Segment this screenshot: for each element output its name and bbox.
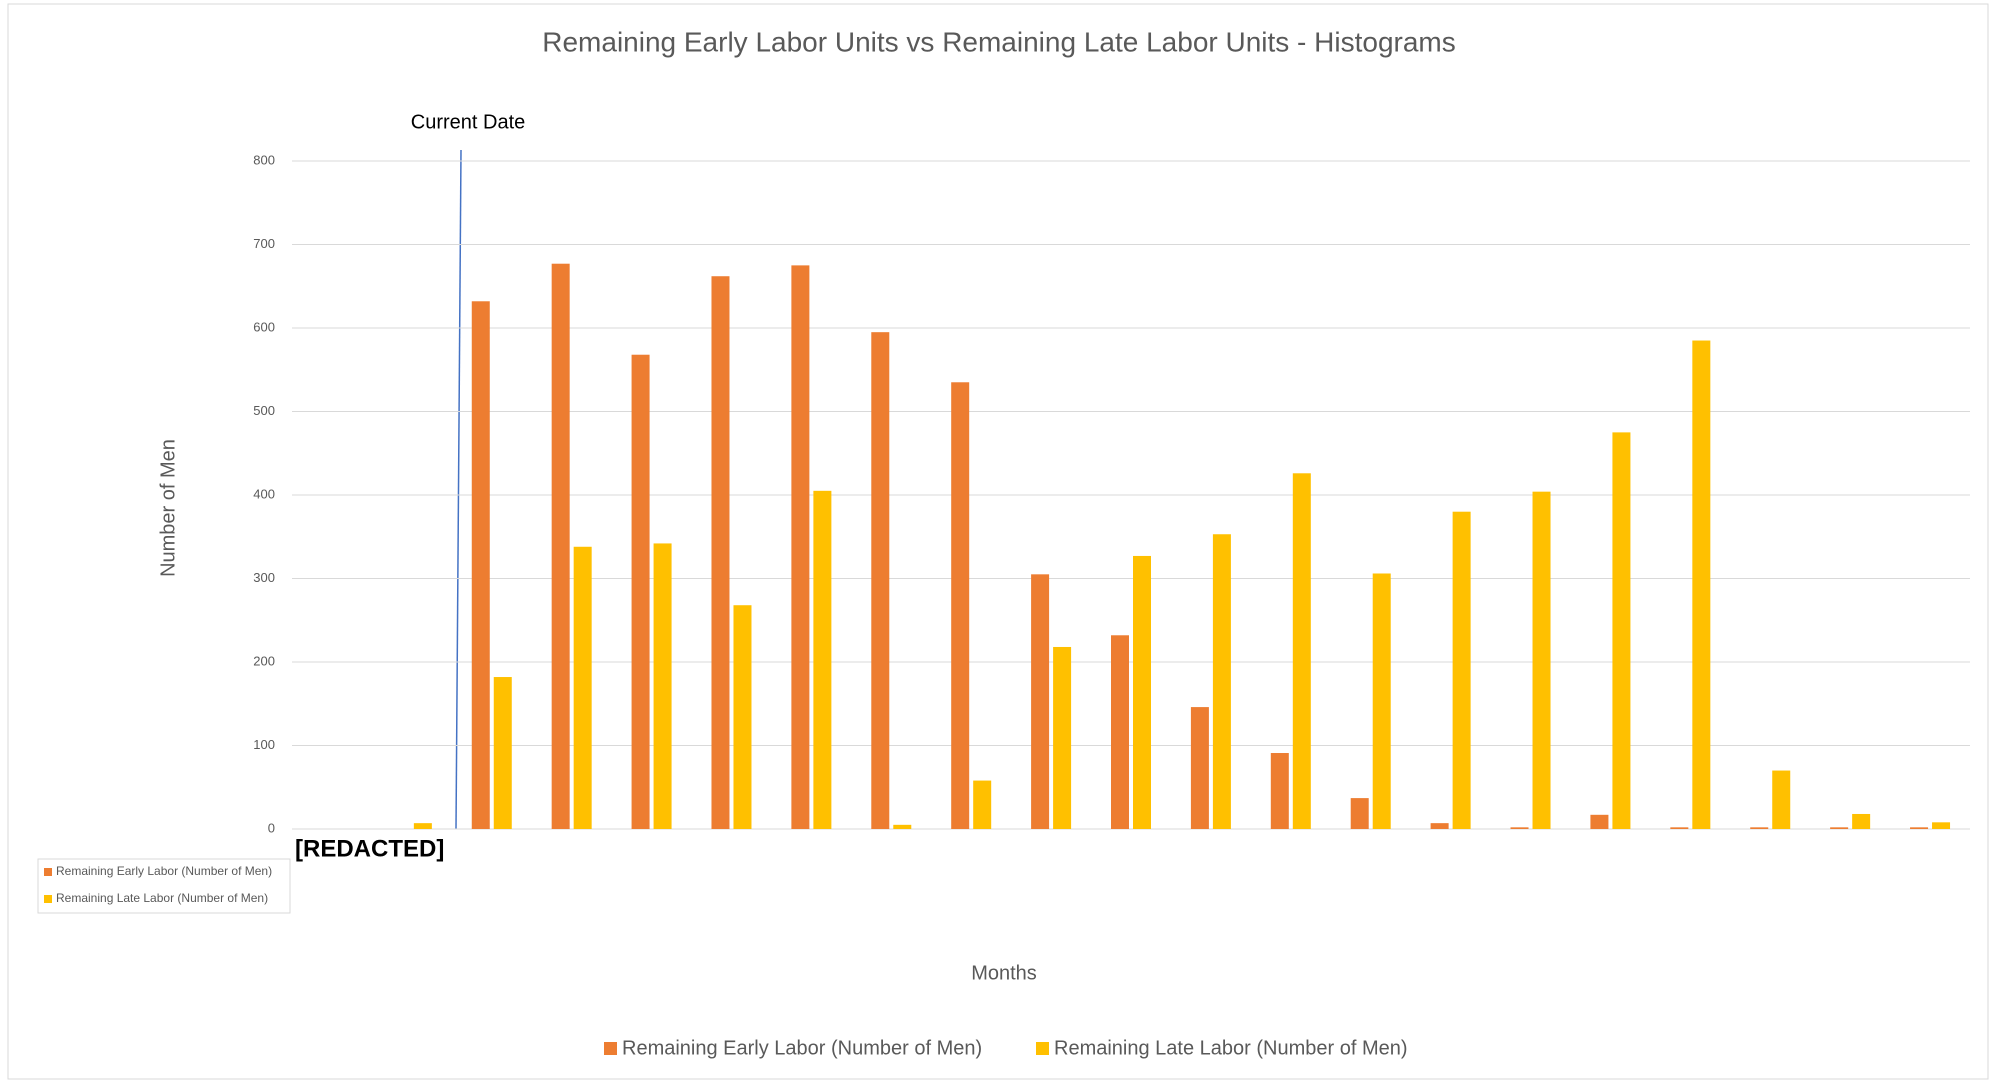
bar xyxy=(1372,573,1391,829)
current-date-label: Current Date xyxy=(411,111,526,133)
legend-swatch xyxy=(604,1042,617,1055)
bar xyxy=(1510,827,1529,829)
x-axis-label: Months xyxy=(971,962,1037,984)
bar xyxy=(1910,827,1929,829)
bar xyxy=(1852,813,1871,829)
bar xyxy=(1111,635,1129,829)
y-tick-label: 500 xyxy=(253,403,275,418)
y-axis-label: Number of Men xyxy=(157,439,179,577)
inner-legend-swatch xyxy=(44,868,52,876)
y-tick-label: 200 xyxy=(253,653,275,668)
bar xyxy=(1350,798,1369,829)
redacted-label: [REDACTED] xyxy=(295,835,444,862)
bar xyxy=(413,823,432,829)
y-tick-label: 700 xyxy=(253,236,275,251)
bar xyxy=(711,276,730,830)
chart-title: Remaining Early Labor Units vs Remaining… xyxy=(542,26,1456,57)
bar xyxy=(1053,646,1072,829)
bar xyxy=(1270,753,1289,829)
bar xyxy=(1452,511,1471,829)
bar xyxy=(1430,823,1449,829)
inner-legend-label: Remaining Early Labor (Number of Men) xyxy=(56,864,272,878)
bar xyxy=(1692,340,1711,829)
legend-swatch xyxy=(1036,1042,1049,1055)
bar xyxy=(791,265,810,829)
bar xyxy=(653,543,672,829)
bar xyxy=(1612,432,1631,829)
bar xyxy=(631,354,650,829)
legend-label: Remaining Early Labor (Number of Men) xyxy=(622,1037,982,1059)
legend-label: Remaining Late Labor (Number of Men) xyxy=(1054,1037,1408,1059)
bar xyxy=(471,301,490,829)
bar xyxy=(1830,827,1849,829)
bar xyxy=(871,332,890,829)
bar xyxy=(1212,534,1231,829)
y-tick-label: 100 xyxy=(253,737,275,752)
y-tick-label: 400 xyxy=(253,486,275,501)
bar xyxy=(573,546,592,829)
bar xyxy=(1750,827,1769,829)
inner-legend-label: Remaining Late Labor (Number of Men) xyxy=(56,891,268,905)
bar xyxy=(1031,574,1050,829)
bar xyxy=(733,605,752,829)
bar xyxy=(1133,555,1151,829)
chart-frame xyxy=(7,3,1989,1080)
current-date-line xyxy=(455,149,462,830)
bar xyxy=(973,780,992,829)
bar xyxy=(1190,707,1209,829)
inner-legend-swatch xyxy=(44,895,52,903)
y-tick-label: 0 xyxy=(268,820,275,835)
bar xyxy=(1772,770,1791,829)
bar xyxy=(1292,473,1311,829)
y-tick-label: 600 xyxy=(253,319,275,334)
bar xyxy=(951,382,970,829)
bar xyxy=(551,263,570,830)
bar xyxy=(813,490,832,829)
bar xyxy=(1590,814,1609,829)
bar xyxy=(493,677,512,829)
y-tick-label: 300 xyxy=(253,570,275,585)
bar xyxy=(1932,822,1951,829)
inner-legend-box xyxy=(37,858,291,914)
y-tick-label: 800 xyxy=(253,152,275,167)
bar xyxy=(1670,827,1689,829)
bar xyxy=(893,824,912,829)
bar xyxy=(1532,491,1551,829)
